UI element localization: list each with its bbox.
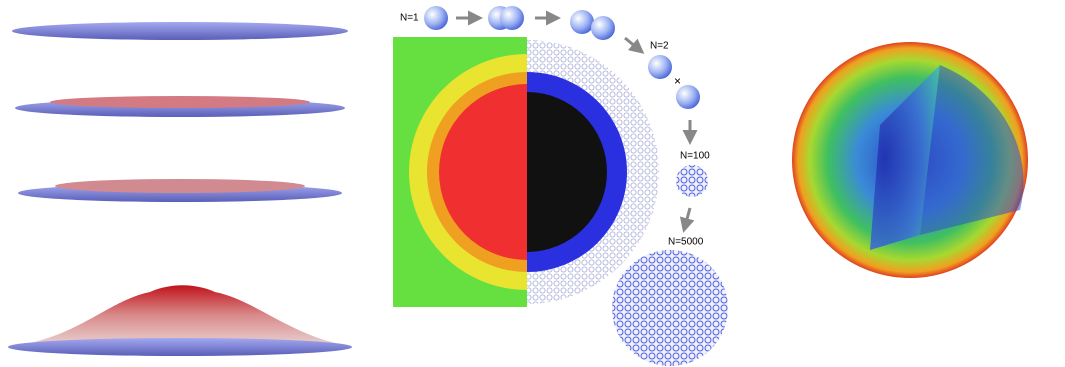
arrow (684, 208, 690, 230)
cluster (676, 165, 708, 197)
layer (55, 179, 305, 193)
cross-section (393, 37, 659, 307)
sphere (591, 16, 615, 40)
disc (8, 338, 352, 356)
arrow (625, 38, 642, 52)
cluster (612, 250, 728, 366)
page: × N=1 N=2 N=100 N=5000 (() => { const da… (0, 0, 1065, 367)
stage-label: N=5000 (668, 237, 704, 248)
stage-label: N=100 (680, 151, 710, 162)
disc (12, 22, 348, 40)
cutaway (792, 42, 1028, 278)
separator-mark: × (674, 74, 681, 88)
sphere (424, 6, 448, 30)
sphere (648, 55, 672, 79)
sphere (500, 6, 524, 30)
layer (50, 96, 310, 108)
stage-label: N=2 (650, 41, 669, 52)
disc-stack (8, 22, 352, 356)
figure: × N=1 N=2 N=100 N=5000 (0, 0, 1065, 367)
sphere (676, 85, 700, 109)
sphere (570, 10, 594, 34)
stage-label: N=1 (400, 13, 419, 24)
mound (20, 285, 345, 345)
